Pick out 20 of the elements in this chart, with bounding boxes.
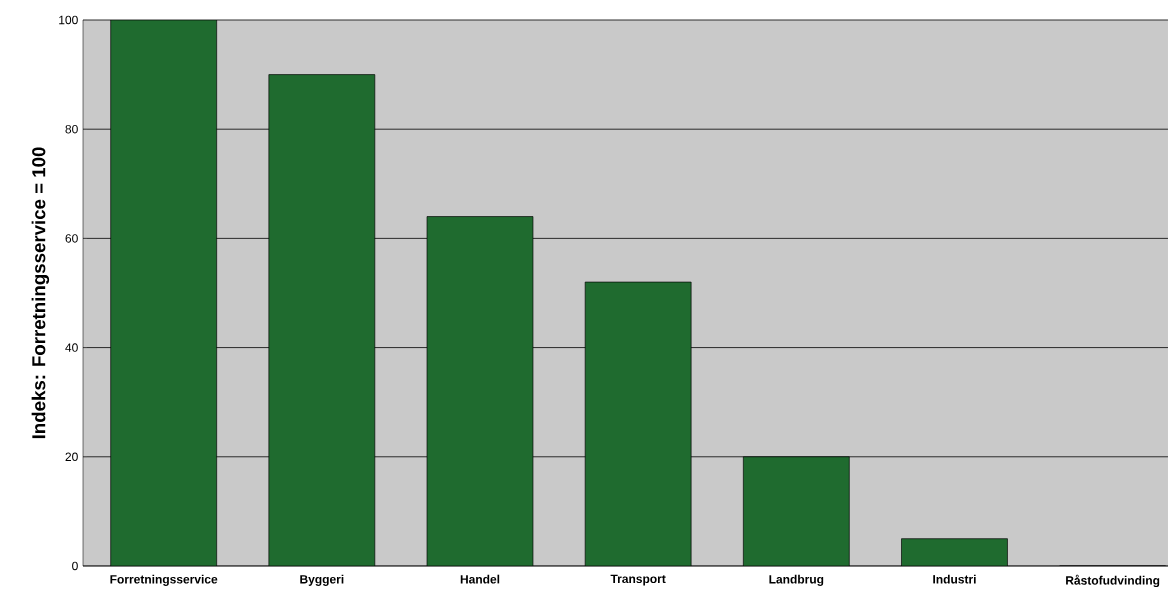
x-tick-label: Byggeri (300, 574, 344, 586)
bar (427, 216, 533, 566)
y-tick-label: 100 (59, 15, 78, 25)
y-tick-label: 20 (65, 452, 78, 462)
y-tick-label: 0 (72, 561, 78, 571)
bar (585, 282, 692, 566)
bar (743, 456, 850, 566)
x-tick-label: Handel (460, 574, 500, 584)
x-tick-label: Industri (933, 574, 976, 584)
bar (901, 538, 1008, 566)
bar (268, 74, 375, 566)
y-tick-label: 80 (65, 124, 78, 134)
x-tick-label: Råstofudvinding (1066, 574, 1160, 588)
y-tick-label: 60 (65, 234, 78, 243)
y-tick-label: 40 (65, 343, 78, 352)
bar (110, 20, 217, 566)
x-tick-label: Forretningsservice (110, 574, 218, 586)
y-axis-title: Indeks: Forretningsservice = 100 (31, 147, 50, 439)
x-tick-label: Transport (610, 574, 666, 586)
x-tick-label: Landbrug (769, 574, 824, 586)
